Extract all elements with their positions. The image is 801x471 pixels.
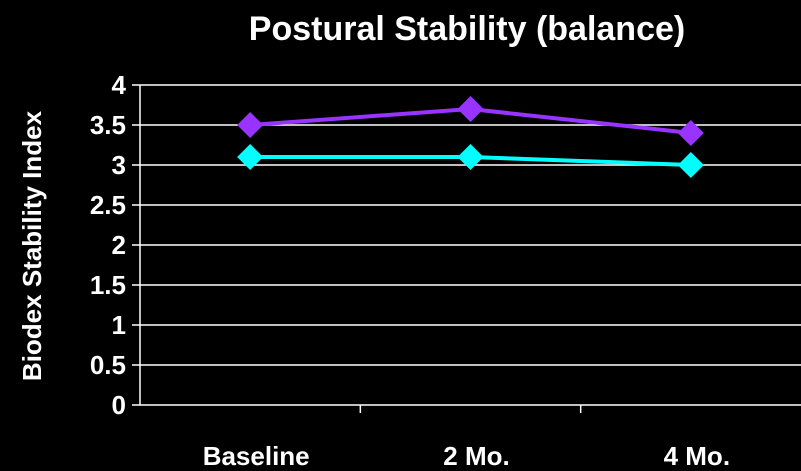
data-point [457,144,484,170]
grid-lines [140,84,801,366]
y-axis-label: Biodex Stability Index [17,110,47,381]
y-tick-label: 0.5 [90,350,126,380]
y-tick-label: 1 [112,310,126,340]
chart-title: Postural Stability (balance) [249,10,685,48]
y-tick-label: 0 [112,390,126,420]
data-point [677,120,704,146]
y-tick-label: 3 [112,150,126,180]
data-point [237,112,264,138]
series-1 [237,96,704,146]
y-tick-label: 3.5 [90,110,126,140]
y-tick-label: 4 [112,70,127,100]
series-2 [237,144,704,178]
x-tick-label: 4 Mo. [664,441,730,471]
y-tick-label: 2 [112,230,126,260]
x-tick-label: 2 Mo. [443,441,509,471]
axes [132,84,801,413]
x-tick-labels: Baseline 2 Mo. 4 Mo. [203,441,730,471]
data-point [677,152,704,178]
y-tick-label: 1.5 [90,270,126,300]
data-point [457,96,484,122]
x-tick-label: Baseline [203,441,310,471]
y-tick-label: 2.5 [90,190,126,220]
series [237,96,704,178]
y-tick-labels: 0 0.5 1 1.5 2 2.5 3 3.5 4 [90,70,127,420]
data-point [237,144,264,170]
